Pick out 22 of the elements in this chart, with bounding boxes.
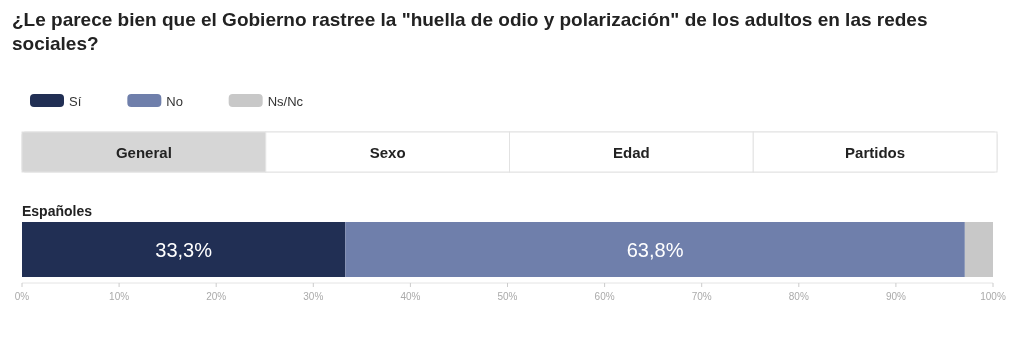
bar	[22, 222, 346, 277]
x-tick-label: 50%	[497, 291, 518, 302]
x-tick-label: 0%	[14, 291, 30, 302]
x-tick-label: 70%	[691, 291, 712, 302]
chart-title: ¿Le parece bien que el Gobierno rastree la "huella de odio y polarización" de los adultos en las redes sociales?	[12, 9, 928, 54]
x-tick-label: 20%	[206, 291, 227, 302]
data-label: 33,3%	[155, 238, 213, 261]
data-label: 63,8%	[626, 238, 684, 261]
legend-label: Sí	[69, 93, 82, 109]
x-tick-label: 80%	[788, 291, 809, 302]
x-tick-label: 90%	[885, 291, 907, 302]
x-tick-label: 40%	[400, 291, 421, 302]
bar	[964, 222, 993, 277]
legend-label: No	[166, 93, 183, 109]
bar	[345, 222, 965, 277]
x-tick-label: 30%	[303, 291, 324, 302]
x-tick-label: 60%	[594, 291, 615, 302]
y-tick-label: Españoles	[22, 203, 93, 219]
tab-bar: General Sexo Edad Partidos	[21, 131, 998, 173]
x-tick-label: 100%	[980, 291, 1006, 302]
legend-label: Ns/Nc	[267, 93, 304, 109]
x-tick-label: 10%	[109, 291, 130, 302]
